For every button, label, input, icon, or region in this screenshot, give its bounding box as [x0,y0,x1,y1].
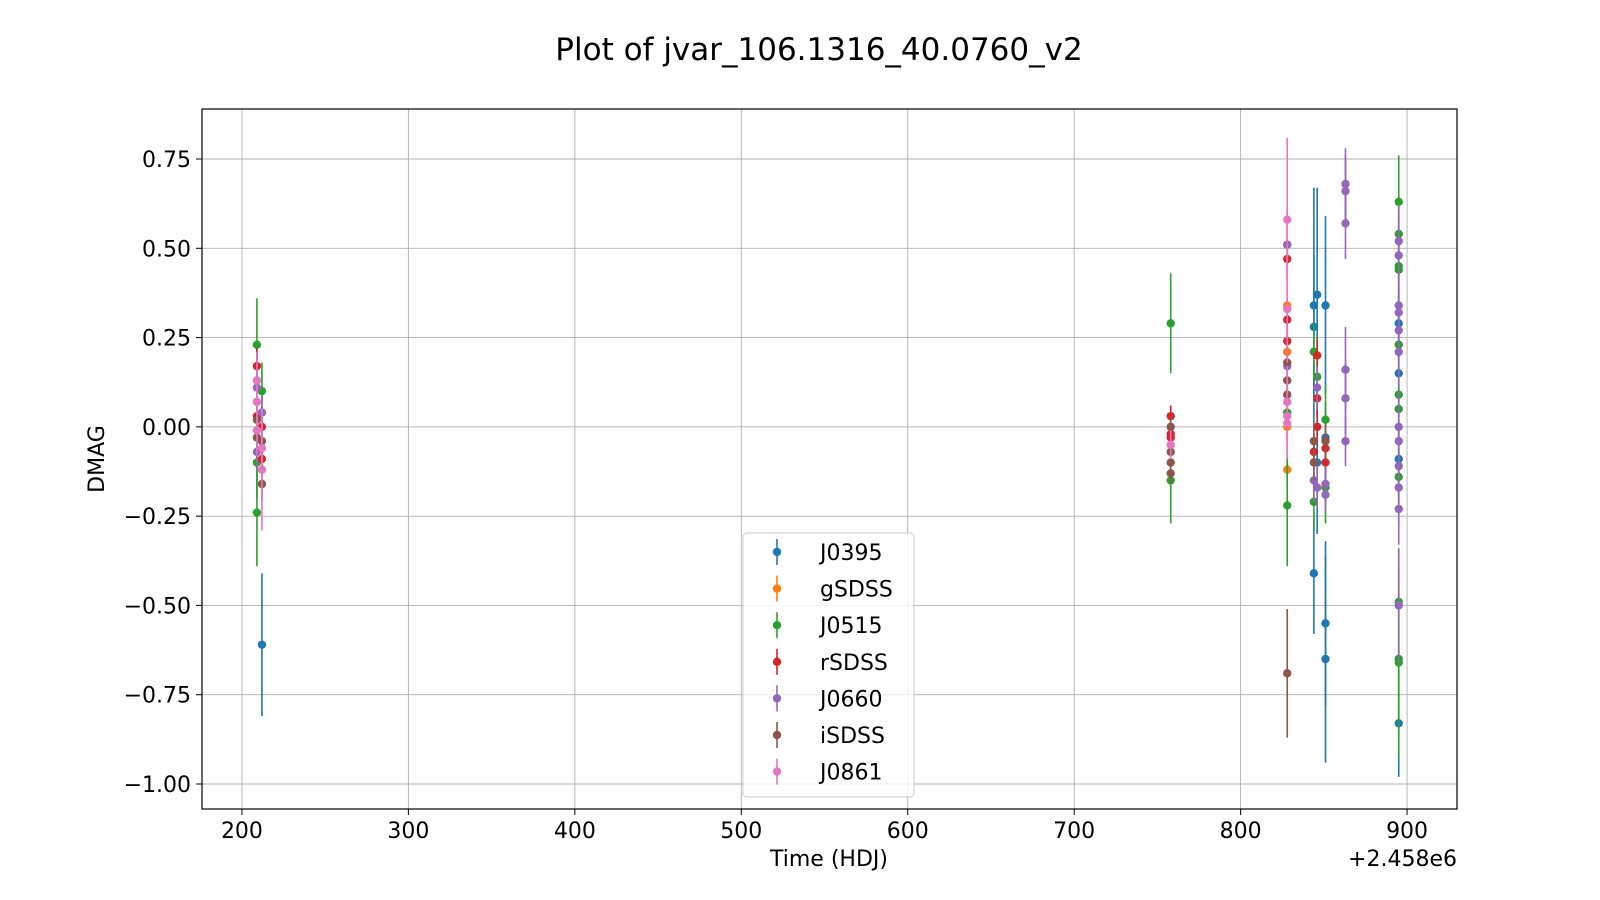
legend-box [742,532,915,798]
data-point [1309,569,1319,578]
data-point [1312,383,1322,392]
data-point [1321,301,1330,310]
x-tick-label: 200 [221,819,263,844]
y-axis-label: DMAG [85,425,110,493]
data-point [1321,436,1330,446]
legend-marker [772,767,782,776]
data-point [1166,319,1175,328]
legend-label: gSDSS [820,578,893,603]
x-tick-label: 900 [1386,819,1428,844]
data-point [1341,436,1350,446]
data-point [1321,458,1330,467]
y-tick-label: 0.50 [142,237,191,262]
data-point [1394,601,1403,610]
data-point [1283,215,1292,224]
legend: J0395 gSDSS J0515 rSDSS J0660 iSDSS J0861 [742,532,915,798]
legend-marker [772,730,782,740]
y-tick-label: 0.75 [142,148,191,173]
y-tick-label: 0.25 [142,327,191,352]
data-point [1321,654,1330,664]
legend-marker [772,694,782,703]
legend-item: gSDSS [772,575,893,603]
data-point [1321,490,1330,499]
data-point [1166,469,1175,478]
data-point [1283,501,1292,510]
legend-marker [772,584,782,593]
y-tick-label: −0.75 [124,684,191,709]
data-point [1166,411,1175,421]
y-tick-label: −0.50 [124,594,191,619]
x-tick-label: 700 [1053,819,1095,844]
legend-item: iSDSS [772,722,885,749]
legend-marker [772,657,782,666]
data-point [257,640,267,649]
data-point [1394,347,1403,357]
data-point [1166,458,1175,467]
data-point [1166,422,1175,432]
data-point [257,465,267,474]
plot-frame [201,108,1458,810]
legend-item: J0861 [772,758,882,786]
data-point [1283,669,1292,678]
data-point [1394,251,1403,260]
legend-label: J0515 [818,614,882,639]
x-tick-label: 600 [887,819,929,844]
legend-item: J0395 [772,539,882,566]
data-point [1283,304,1292,314]
x-axis-offset: +2.458e6 [1348,847,1457,872]
legend-marker [772,621,782,630]
data-point [252,397,262,407]
x-tick-label: 300 [387,819,429,844]
chart-title: Plot of jvar_106.1316_40.0760_v2 [555,32,1082,68]
legend-label: J0861 [818,761,882,786]
x-tick-label: 800 [1220,819,1262,844]
data-point [1309,458,1319,467]
legend-label: J0660 [818,687,882,712]
y-tick-label: −1.00 [124,773,191,798]
data-point [1312,483,1322,492]
data-point [1341,394,1350,403]
data-point [252,340,262,349]
data-point [1312,422,1322,432]
legend-item: rSDSS [772,648,888,676]
axis-ticks: 200 300 400 500 600 700 800 900 0.75 0.50 0.25 0.00… [124,148,1428,844]
data-series [252,137,1403,777]
y-tick-label: −0.25 [124,505,191,530]
legend-label: rSDSS [820,651,888,676]
x-tick-label: 400 [554,819,596,844]
legend-item: J0515 [772,612,882,639]
data-point [252,508,262,517]
data-point [1283,419,1292,428]
x-tick-label: 500 [720,819,762,844]
legend-label: J0395 [818,541,882,566]
data-point [1309,436,1319,446]
legend-label: iSDSS [820,724,885,749]
data-point [1312,351,1322,360]
data-point [1166,440,1175,449]
data-point [1312,290,1322,299]
data-point [1321,415,1330,424]
data-point [1394,504,1403,514]
data-point [252,426,262,435]
legend-item: J0660 [772,685,882,712]
x-axis-label: Time (HDJ) [769,847,888,872]
y-tick-label: 0.00 [142,416,191,441]
data-point [1341,219,1350,228]
legend-marker [772,547,782,557]
series-J0861 [252,137,1292,531]
